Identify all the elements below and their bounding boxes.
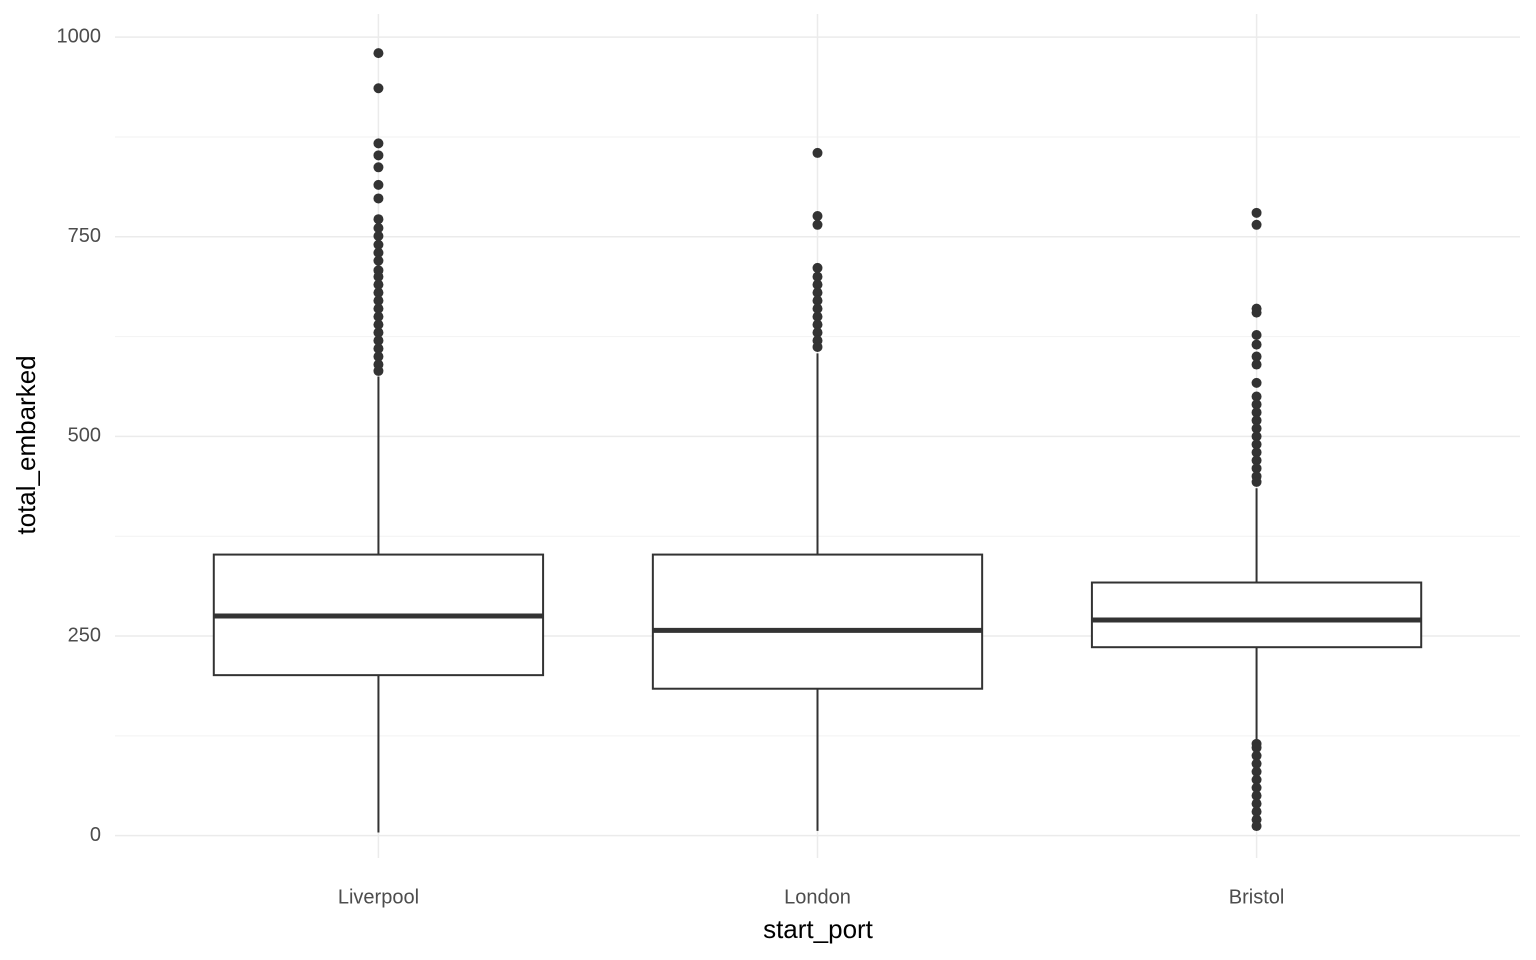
outlier — [373, 365, 384, 376]
outlier — [812, 271, 823, 282]
outlier — [1251, 407, 1262, 418]
outlier — [373, 287, 384, 298]
outlier — [373, 230, 384, 241]
y-tick-label: 500 — [68, 425, 101, 447]
outlier — [373, 335, 384, 346]
outlier — [373, 303, 384, 314]
outlier — [1251, 774, 1262, 785]
outlier — [812, 319, 823, 330]
outlier — [1251, 758, 1262, 769]
y-tick-label: 1000 — [57, 25, 102, 47]
outlier — [1251, 329, 1262, 340]
outlier — [1251, 439, 1262, 450]
outlier — [1251, 821, 1262, 832]
y-tick-label: 0 — [90, 824, 101, 846]
outlier — [1251, 391, 1262, 402]
outlier — [373, 343, 384, 354]
x-tick-label: London — [784, 886, 851, 908]
outlier — [373, 279, 384, 290]
box — [1090, 581, 1423, 649]
outlier — [373, 83, 384, 94]
outlier — [812, 303, 823, 314]
outlier — [373, 311, 384, 322]
outlier — [1251, 806, 1262, 817]
outlier — [373, 351, 384, 362]
outlier — [373, 193, 384, 204]
outlier — [1251, 359, 1262, 370]
outlier — [1251, 339, 1262, 350]
outlier — [373, 327, 384, 338]
outlier — [373, 222, 384, 233]
outlier — [1251, 377, 1262, 388]
outlier — [1251, 399, 1262, 410]
x-tick-label: Liverpool — [338, 886, 419, 908]
outlier — [812, 262, 823, 273]
outlier — [373, 239, 384, 250]
outlier — [1251, 447, 1262, 458]
outlier — [1251, 782, 1262, 793]
outlier — [373, 150, 384, 161]
outlier — [812, 341, 823, 352]
outlier — [373, 247, 384, 258]
outlier — [1251, 766, 1262, 777]
outlier — [1251, 742, 1262, 753]
x-axis-title: start_port — [763, 914, 874, 944]
outlier — [373, 295, 384, 306]
outlier — [373, 138, 384, 149]
outlier — [1251, 790, 1262, 801]
outlier — [1251, 423, 1262, 434]
outlier — [373, 255, 384, 266]
outlier — [1251, 415, 1262, 426]
y-tick-label: 750 — [68, 225, 101, 247]
outlier — [373, 319, 384, 330]
outlier — [1251, 351, 1262, 362]
outlier — [1251, 307, 1262, 318]
outlier — [1251, 798, 1262, 809]
box — [651, 553, 984, 690]
x-tick-label: Bristol — [1229, 886, 1285, 908]
outlier — [1251, 219, 1262, 230]
outlier — [373, 162, 384, 173]
outlier — [1251, 463, 1262, 474]
outlier — [812, 279, 823, 290]
outlier — [812, 327, 823, 338]
outlier — [1251, 455, 1262, 466]
y-axis-title: total_embarked — [11, 355, 41, 534]
outlier — [1251, 476, 1262, 487]
outlier — [373, 179, 384, 190]
outlier — [812, 295, 823, 306]
outlier — [1251, 207, 1262, 218]
outlier — [373, 214, 384, 225]
outlier — [812, 311, 823, 322]
outlier — [812, 219, 823, 230]
outlier — [1251, 750, 1262, 761]
outlier — [812, 147, 823, 158]
outlier — [812, 211, 823, 222]
outlier — [812, 287, 823, 298]
outlier — [373, 48, 384, 59]
y-tick-label: 250 — [68, 624, 101, 646]
outlier — [373, 271, 384, 282]
outlier — [1251, 431, 1262, 442]
